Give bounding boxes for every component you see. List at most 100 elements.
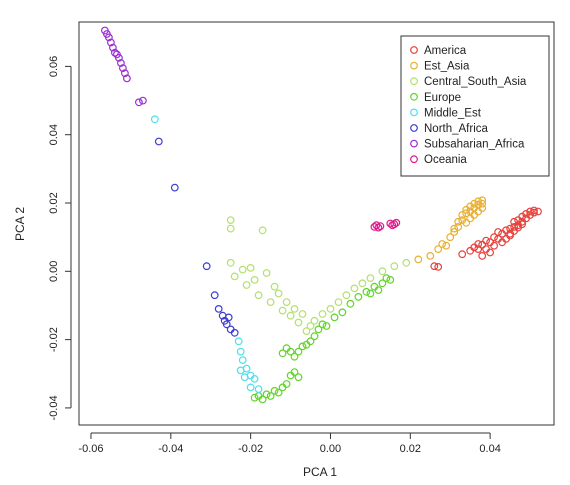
data-point: [450, 224, 459, 233]
legend-label: Middle_Est: [424, 107, 482, 119]
data-point: [310, 316, 319, 325]
data-point: [226, 224, 235, 233]
data-point: [366, 274, 375, 283]
data-point: [310, 332, 319, 341]
data-point: [314, 325, 323, 334]
data-point: [430, 262, 439, 271]
data-point: [138, 96, 147, 105]
series-subsaharian-africa: [100, 26, 147, 107]
data-point: [382, 274, 391, 283]
data-point: [318, 320, 327, 329]
x-tick-label: 0.00: [320, 443, 341, 455]
data-point: [150, 115, 159, 124]
data-point: [170, 183, 179, 192]
data-point: [250, 276, 259, 284]
data-point: [290, 368, 299, 377]
data-point: [258, 395, 267, 404]
data-point: [266, 392, 275, 400]
data-point: [290, 352, 299, 361]
data-point: [378, 279, 387, 288]
data-point: [238, 265, 247, 274]
legend-box: [400, 35, 550, 177]
legend-label: North_Africa: [424, 123, 489, 135]
data-point: [250, 393, 259, 402]
data-point: [518, 220, 526, 229]
x-tick-label: -0.02: [238, 443, 263, 455]
data-point: [290, 305, 299, 313]
data-point: [474, 245, 483, 254]
y-tick-label: 0.02: [48, 192, 60, 213]
data-point: [134, 98, 143, 107]
data-point: [104, 33, 113, 42]
data-point: [318, 310, 327, 318]
data-point: [526, 207, 534, 216]
data-point: [482, 236, 491, 245]
data-point: [438, 240, 447, 248]
data-point: [282, 380, 291, 388]
data-point: [222, 320, 231, 329]
data-point: [474, 240, 483, 248]
data-point: [376, 222, 385, 231]
data-point: [234, 337, 243, 346]
legend-marker: [410, 46, 418, 54]
data-point: [478, 251, 487, 260]
data-point: [490, 233, 499, 242]
data-point: [246, 383, 255, 392]
data-point: [210, 291, 219, 300]
data-point: [510, 222, 518, 231]
data-point: [506, 231, 515, 240]
data-point: [390, 220, 399, 229]
data-point: [154, 137, 163, 146]
data-point: [414, 255, 423, 264]
data-point: [462, 209, 471, 218]
data-point: [478, 196, 487, 205]
data-point: [230, 328, 239, 337]
data-point: [462, 218, 471, 227]
data-point: [334, 298, 343, 307]
data-point: [240, 373, 249, 382]
y-tick-label: 0.06: [48, 56, 60, 77]
data-point: [530, 206, 538, 215]
legend-label: Europe: [424, 92, 461, 104]
legend-marker: [410, 139, 418, 148]
data-point: [286, 347, 295, 356]
data-point: [478, 199, 487, 208]
data-point: [278, 349, 287, 358]
data-point: [374, 223, 383, 232]
x-axis: -0.06 -0.04 -0.02 0.00 0.02 0.04: [78, 432, 501, 455]
data-point: [266, 298, 275, 307]
data-point: [254, 291, 263, 300]
data-point: [338, 308, 347, 317]
data-point: [230, 272, 239, 281]
data-point: [262, 390, 271, 399]
y-axis-title: PCA 2: [13, 207, 27, 241]
data-point: [342, 291, 351, 300]
legend-marker: [410, 92, 418, 101]
x-tick-label: 0.04: [479, 443, 500, 455]
data-point: [490, 241, 499, 250]
data-point: [386, 276, 395, 284]
series-north-africa: [154, 137, 239, 337]
legend-label: Oceania: [424, 154, 467, 166]
data-point: [122, 74, 131, 83]
legend-marker: [410, 155, 418, 164]
y-tick-label: -0.04: [48, 395, 60, 420]
data-point: [298, 310, 307, 318]
y-axis: -0.04 -0.02 0.00 0.02 0.04 0.06: [48, 56, 72, 420]
data-point: [378, 267, 387, 276]
data-point: [350, 284, 359, 293]
data-point: [354, 293, 363, 301]
points-layer: [100, 26, 542, 404]
y-tick-label: 0.00: [48, 261, 60, 282]
data-point: [106, 38, 115, 47]
data-point: [246, 264, 255, 272]
data-point: [390, 262, 399, 271]
data-point: [366, 289, 375, 298]
data-point: [114, 54, 123, 62]
data-point: [526, 211, 534, 219]
legend-marker: [410, 108, 418, 117]
data-point: [110, 48, 119, 57]
data-point: [120, 69, 129, 78]
data-point: [274, 289, 283, 298]
data-point: [458, 211, 467, 219]
